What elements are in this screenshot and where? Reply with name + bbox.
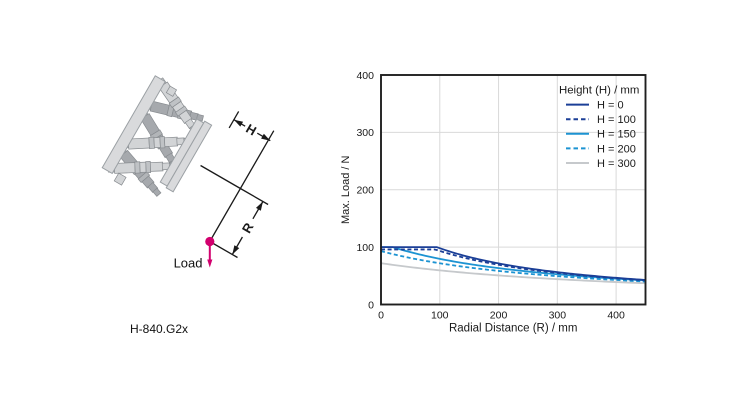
svg-text:H = 150: H = 150 — [597, 129, 636, 141]
svg-text:H = 300: H = 300 — [597, 158, 636, 170]
svg-text:H = 100: H = 100 — [597, 114, 636, 126]
svg-text:300: 300 — [356, 127, 374, 139]
svg-text:Max. Load / N: Max. Load / N — [340, 156, 352, 225]
svg-text:100: 100 — [356, 242, 374, 254]
svg-text:Load: Load — [174, 255, 203, 270]
svg-text:H-840.G2x: H-840.G2x — [130, 322, 188, 336]
svg-text:200: 200 — [356, 185, 374, 197]
svg-text:400: 400 — [356, 70, 374, 82]
svg-text:400: 400 — [607, 310, 625, 322]
svg-text:300: 300 — [549, 310, 567, 322]
svg-text:Radial Distance (R) / mm: Radial Distance (R) / mm — [449, 323, 577, 335]
svg-text:0: 0 — [368, 299, 374, 311]
svg-text:Height (H) / mm: Height (H) / mm — [559, 85, 639, 97]
svg-text:200: 200 — [490, 310, 508, 322]
svg-text:0: 0 — [378, 310, 384, 322]
svg-text:H = 200: H = 200 — [597, 143, 636, 155]
svg-text:100: 100 — [431, 310, 449, 322]
svg-text:H = 0: H = 0 — [597, 100, 624, 112]
